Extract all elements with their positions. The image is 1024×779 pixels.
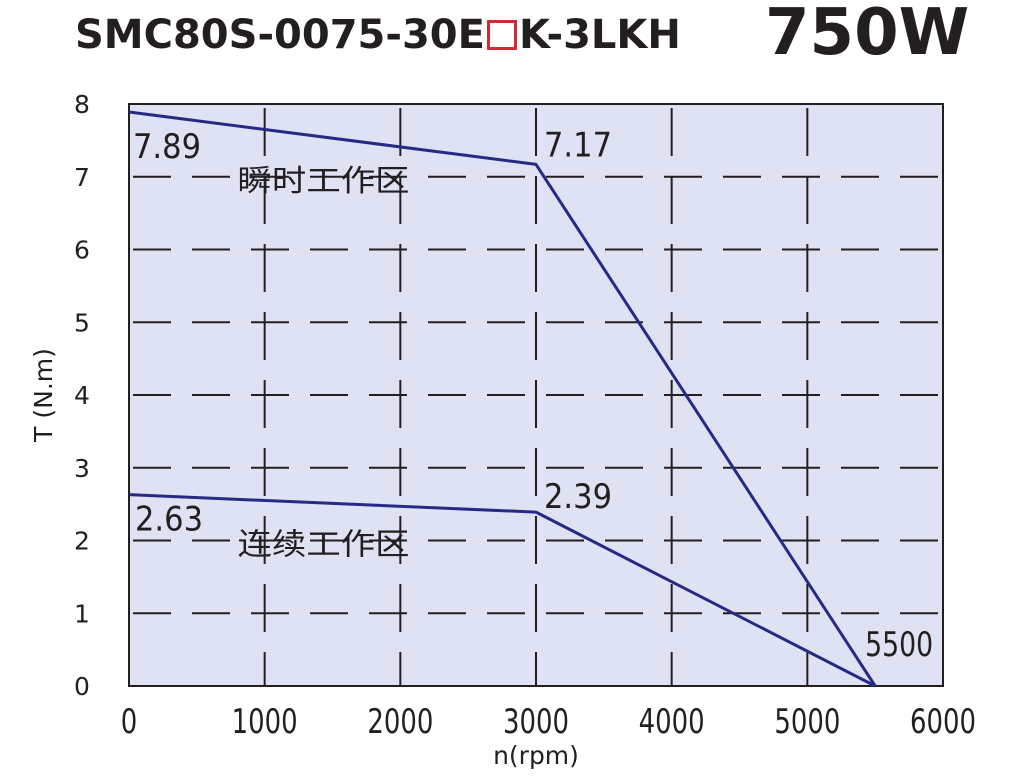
region-label-continuous: 连续工作区 [238, 528, 410, 563]
chart-title: SMC80S-0075-30E K-3LKH [75, 12, 681, 58]
y-tick-labels: 0 1 2 3 4 5 6 7 8 [74, 90, 90, 701]
power-rating: 750W [765, 0, 970, 70]
x-tick-label: 5000 [774, 702, 840, 742]
x-tick-label: 6000 [910, 702, 976, 742]
x-tick-label: 4000 [639, 702, 705, 742]
y-tick-label: 5 [74, 308, 90, 337]
series-line-peak [128, 110, 877, 687]
grid-lines [129, 104, 943, 686]
y-tick-label: 0 [74, 672, 90, 701]
y-tick-label: 8 [74, 90, 90, 119]
region-label-peak: 瞬时工作区 [238, 164, 410, 199]
plot-frame [128, 103, 944, 687]
x-tick-label: 3000 [503, 702, 569, 742]
x-tick-labels: 0 1000 2000 3000 4000 5000 6000 [121, 702, 976, 742]
data-label: 2.63 [135, 500, 203, 540]
y-tick-label: 6 [74, 236, 90, 265]
data-label: 2.39 [544, 477, 612, 517]
y-tick-label: 3 [74, 454, 90, 483]
data-label: 5500 [865, 625, 933, 665]
y-axis-label: T (N.m) [29, 348, 58, 443]
data-label: 7.89 [133, 127, 201, 167]
data-label: 7.17 [544, 125, 612, 165]
model-placeholder-box [486, 20, 517, 50]
x-tick-label: 2000 [367, 702, 433, 742]
y-tick-label: 1 [74, 599, 90, 628]
y-tick-label: 7 [74, 163, 90, 192]
x-tick-label: 1000 [232, 702, 298, 742]
y-tick-label: 4 [74, 381, 90, 410]
model-suffix: K-3LKH [518, 12, 681, 58]
y-tick-label: 2 [74, 527, 90, 556]
x-axis-label: n(rpm) [493, 741, 579, 770]
x-tick-label: 0 [121, 702, 138, 742]
series-line-continuous [128, 493, 876, 688]
data-labels: 7.89 7.17 2.63 2.39 5500 [133, 125, 933, 665]
model-prefix: SMC80S-0075-30E [75, 12, 485, 58]
series-layer [128, 110, 877, 688]
